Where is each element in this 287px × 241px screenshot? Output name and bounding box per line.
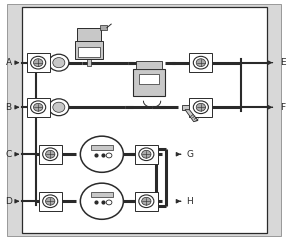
Circle shape: [142, 150, 151, 158]
Bar: [27, 98, 50, 117]
Circle shape: [49, 99, 69, 116]
Circle shape: [34, 59, 43, 67]
Bar: [133, 69, 165, 96]
Circle shape: [31, 56, 46, 69]
Bar: [136, 61, 162, 69]
Bar: [75, 41, 102, 59]
Text: A: A: [5, 58, 12, 67]
Polygon shape: [182, 105, 189, 110]
Circle shape: [196, 59, 205, 67]
Text: H: H: [187, 197, 193, 206]
Circle shape: [193, 101, 208, 114]
Bar: [100, 25, 107, 30]
Circle shape: [46, 197, 55, 205]
Bar: [135, 192, 158, 211]
Circle shape: [34, 103, 43, 111]
Bar: [189, 98, 212, 117]
Bar: [77, 28, 101, 41]
Bar: [91, 145, 113, 150]
Bar: [39, 145, 62, 164]
Polygon shape: [185, 110, 198, 122]
Bar: [27, 53, 50, 72]
Bar: [87, 59, 91, 66]
Circle shape: [43, 195, 58, 208]
Bar: [189, 53, 212, 72]
Circle shape: [139, 195, 154, 208]
Circle shape: [43, 148, 58, 161]
Circle shape: [142, 197, 151, 205]
Bar: [39, 192, 62, 211]
Text: G: G: [187, 150, 193, 159]
Bar: [22, 7, 267, 233]
Bar: [77, 47, 100, 57]
Bar: [139, 74, 159, 84]
Text: C: C: [5, 150, 12, 159]
Circle shape: [193, 56, 208, 69]
Bar: [135, 145, 158, 164]
Circle shape: [46, 150, 55, 158]
Text: B: B: [5, 103, 12, 112]
Circle shape: [196, 103, 205, 111]
Circle shape: [106, 153, 112, 158]
Circle shape: [53, 58, 65, 68]
Circle shape: [31, 101, 46, 114]
Circle shape: [106, 200, 112, 205]
Circle shape: [80, 136, 123, 172]
Text: F: F: [280, 103, 285, 112]
Circle shape: [49, 54, 69, 71]
Circle shape: [139, 148, 154, 161]
Text: E: E: [280, 58, 285, 67]
Text: D: D: [5, 197, 12, 206]
Circle shape: [53, 102, 65, 112]
Circle shape: [80, 183, 123, 219]
Bar: [91, 192, 113, 197]
